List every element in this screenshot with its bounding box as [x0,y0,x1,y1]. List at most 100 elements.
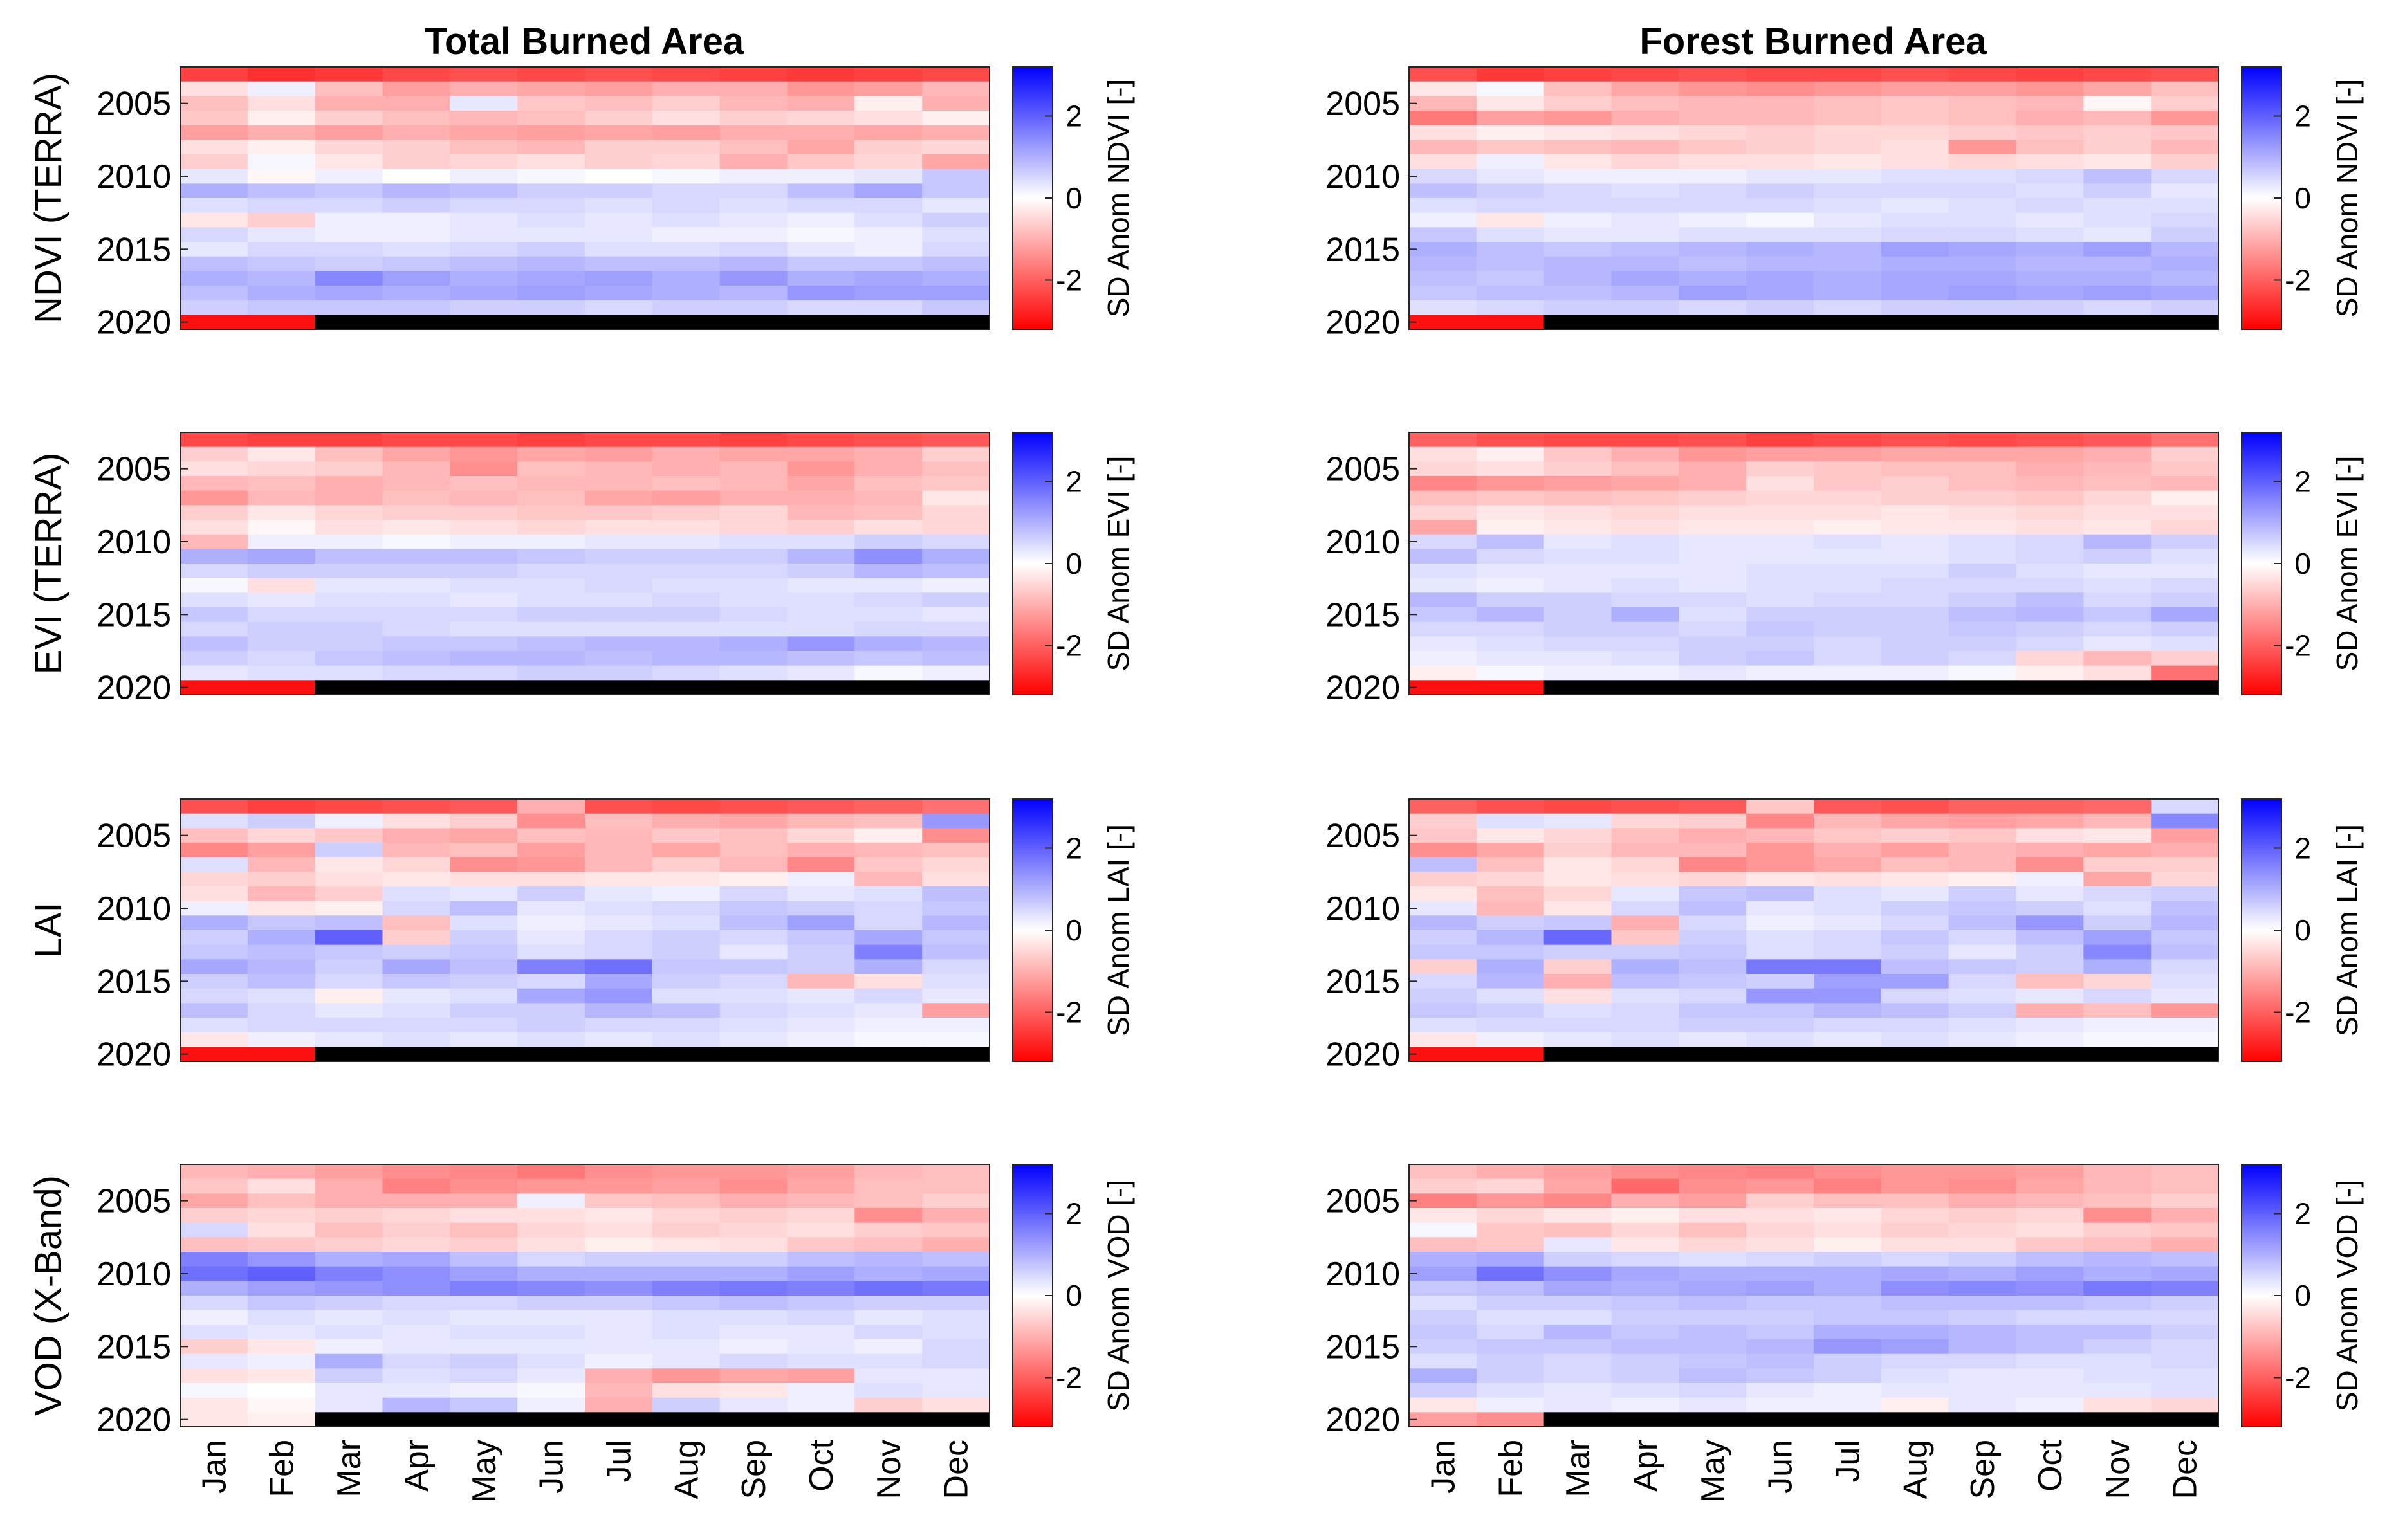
heatmap-cell [585,1266,653,1281]
heatmap-cell [315,1397,383,1413]
heatmap-cell [652,227,721,243]
heatmap-cell [1543,813,1612,829]
heatmap-cell [1881,256,1949,271]
heatmap-cell [2151,1018,2219,1033]
heatmap-cell [1611,1397,1679,1413]
heatmap-cell [1409,828,1477,843]
heatmap-cell [1679,140,1747,155]
heatmap-cell [585,828,653,843]
heatmap-cell [517,1193,585,1209]
heatmap-cell [2151,1003,2219,1018]
heatmap-cell [1611,578,1679,593]
heatmap-cell [1881,1164,1949,1180]
heatmap-cell [1611,651,1679,666]
heatmap-cell [1476,564,1545,579]
heatmap-cell [180,111,248,126]
heatmap-cell [2151,198,2219,214]
heatmap-cell [2083,111,2152,126]
heatmap-cell [585,1047,653,1062]
heatmap-cell [652,1032,721,1047]
heatmap-cell [1881,1237,1949,1252]
heatmap-cell [1948,1178,2017,1194]
heatmap-cell [1409,198,1477,214]
heatmap-cell [2016,974,2084,989]
heatmap-cell [1814,476,1882,491]
heatmap-cell [2016,843,2084,858]
heatmap-cell [787,242,855,257]
heatmap-cell [2016,432,2084,448]
heatmap-cell [1948,169,2017,184]
heatmap-cell [180,974,248,989]
heatmap-cell [585,872,653,887]
heatmap-cell [382,1193,450,1209]
heatmap-cell [719,843,788,858]
heatmap-cell [922,578,990,593]
year-tick-label: 2005 [97,1183,171,1220]
heatmap-cell [585,1368,653,1384]
heatmap-cell [517,1412,585,1427]
heatmap-cell [315,1296,383,1311]
heatmap-cell [2016,1296,2084,1311]
heatmap-cell [652,974,721,989]
heatmap-cell [922,1222,990,1238]
heatmap-cell [450,665,518,681]
heatmap-cell [382,256,450,271]
heatmap-cell [922,227,990,243]
heatmap-cell [1679,534,1747,549]
heatmap-cell [517,242,585,257]
heatmap-cell [1543,872,1612,887]
heatmap-cell [2151,96,2219,111]
heatmap-cell [247,140,316,155]
heatmap-cell [1814,915,1882,931]
heatmap-cell [2083,1222,2152,1238]
heatmap-cell [247,67,316,82]
heatmap-cell [652,636,721,652]
heatmap-cell [1746,857,1814,872]
heatmap-cell [2016,300,2084,315]
heatmap-cell [1948,1237,2017,1252]
heatmap-cell [247,1353,316,1369]
heatmap-cell [1948,490,2017,506]
heatmap-cell [585,96,653,111]
heatmap-cell [315,212,383,228]
heatmap-cell [1611,505,1679,520]
year-tick-label: 2010 [97,1256,171,1293]
heatmap-cell [719,534,788,549]
heatmap-cell [854,520,923,535]
heatmap-cell [1679,1178,1747,1194]
heatmap-cell [787,154,855,170]
heatmap-cell [450,944,518,960]
heatmap-cell [922,1368,990,1384]
heatmap-cell [517,286,585,301]
heatmap-cell [1881,988,1949,1004]
heatmap-cell [382,67,450,82]
heatmap-cell [1881,607,1949,623]
heatmap-cell [1611,813,1679,829]
heatmap-cell [652,1397,721,1413]
heatmap-cell [1476,1164,1545,1180]
heatmap-cell [247,1383,316,1398]
heatmap-cell [1881,1339,1949,1355]
heatmap-cell [585,1310,653,1325]
heatmap-cell [719,1018,788,1033]
heatmap-cell [1409,520,1477,535]
heatmap-cell [1543,886,1612,902]
heatmap-cell [922,242,990,257]
colorbar-tick-label: 2 [1065,832,1082,865]
heatmap-cell [1881,461,1949,477]
heatmap-cell [450,636,518,652]
heatmap-cell [2016,534,2084,549]
heatmap-cell [585,446,653,462]
heatmap-cell [652,1018,721,1033]
heatmap-cell [180,886,248,902]
heatmap-cell [922,974,990,989]
heatmap-cell [2151,490,2219,506]
heatmap-cell [180,799,248,814]
heatmap-cell [180,198,248,214]
heatmap-cell [652,901,721,916]
heatmap-cell [719,901,788,916]
heatmap-cell [1881,1018,1949,1033]
heatmap-cell [719,680,788,695]
heatmap-cell [787,959,855,975]
